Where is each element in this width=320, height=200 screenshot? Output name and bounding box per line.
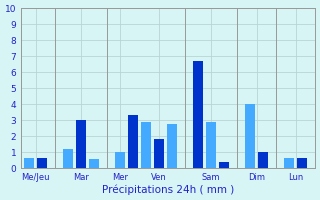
X-axis label: Précipitations 24h ( mm ): Précipitations 24h ( mm ) (102, 185, 234, 195)
Bar (284, 158, 294, 168)
Bar (76, 120, 86, 168)
Bar (154, 139, 164, 168)
Bar (193, 61, 203, 168)
Bar (128, 115, 138, 168)
Bar (167, 124, 177, 168)
Bar (141, 122, 151, 168)
Bar (89, 159, 99, 168)
Bar (206, 122, 216, 168)
Bar (63, 149, 73, 168)
Bar (24, 158, 34, 168)
Bar (115, 152, 125, 168)
Bar (37, 158, 47, 168)
Bar (245, 104, 255, 168)
Bar (219, 162, 229, 168)
Bar (258, 152, 268, 168)
Bar (297, 158, 307, 168)
